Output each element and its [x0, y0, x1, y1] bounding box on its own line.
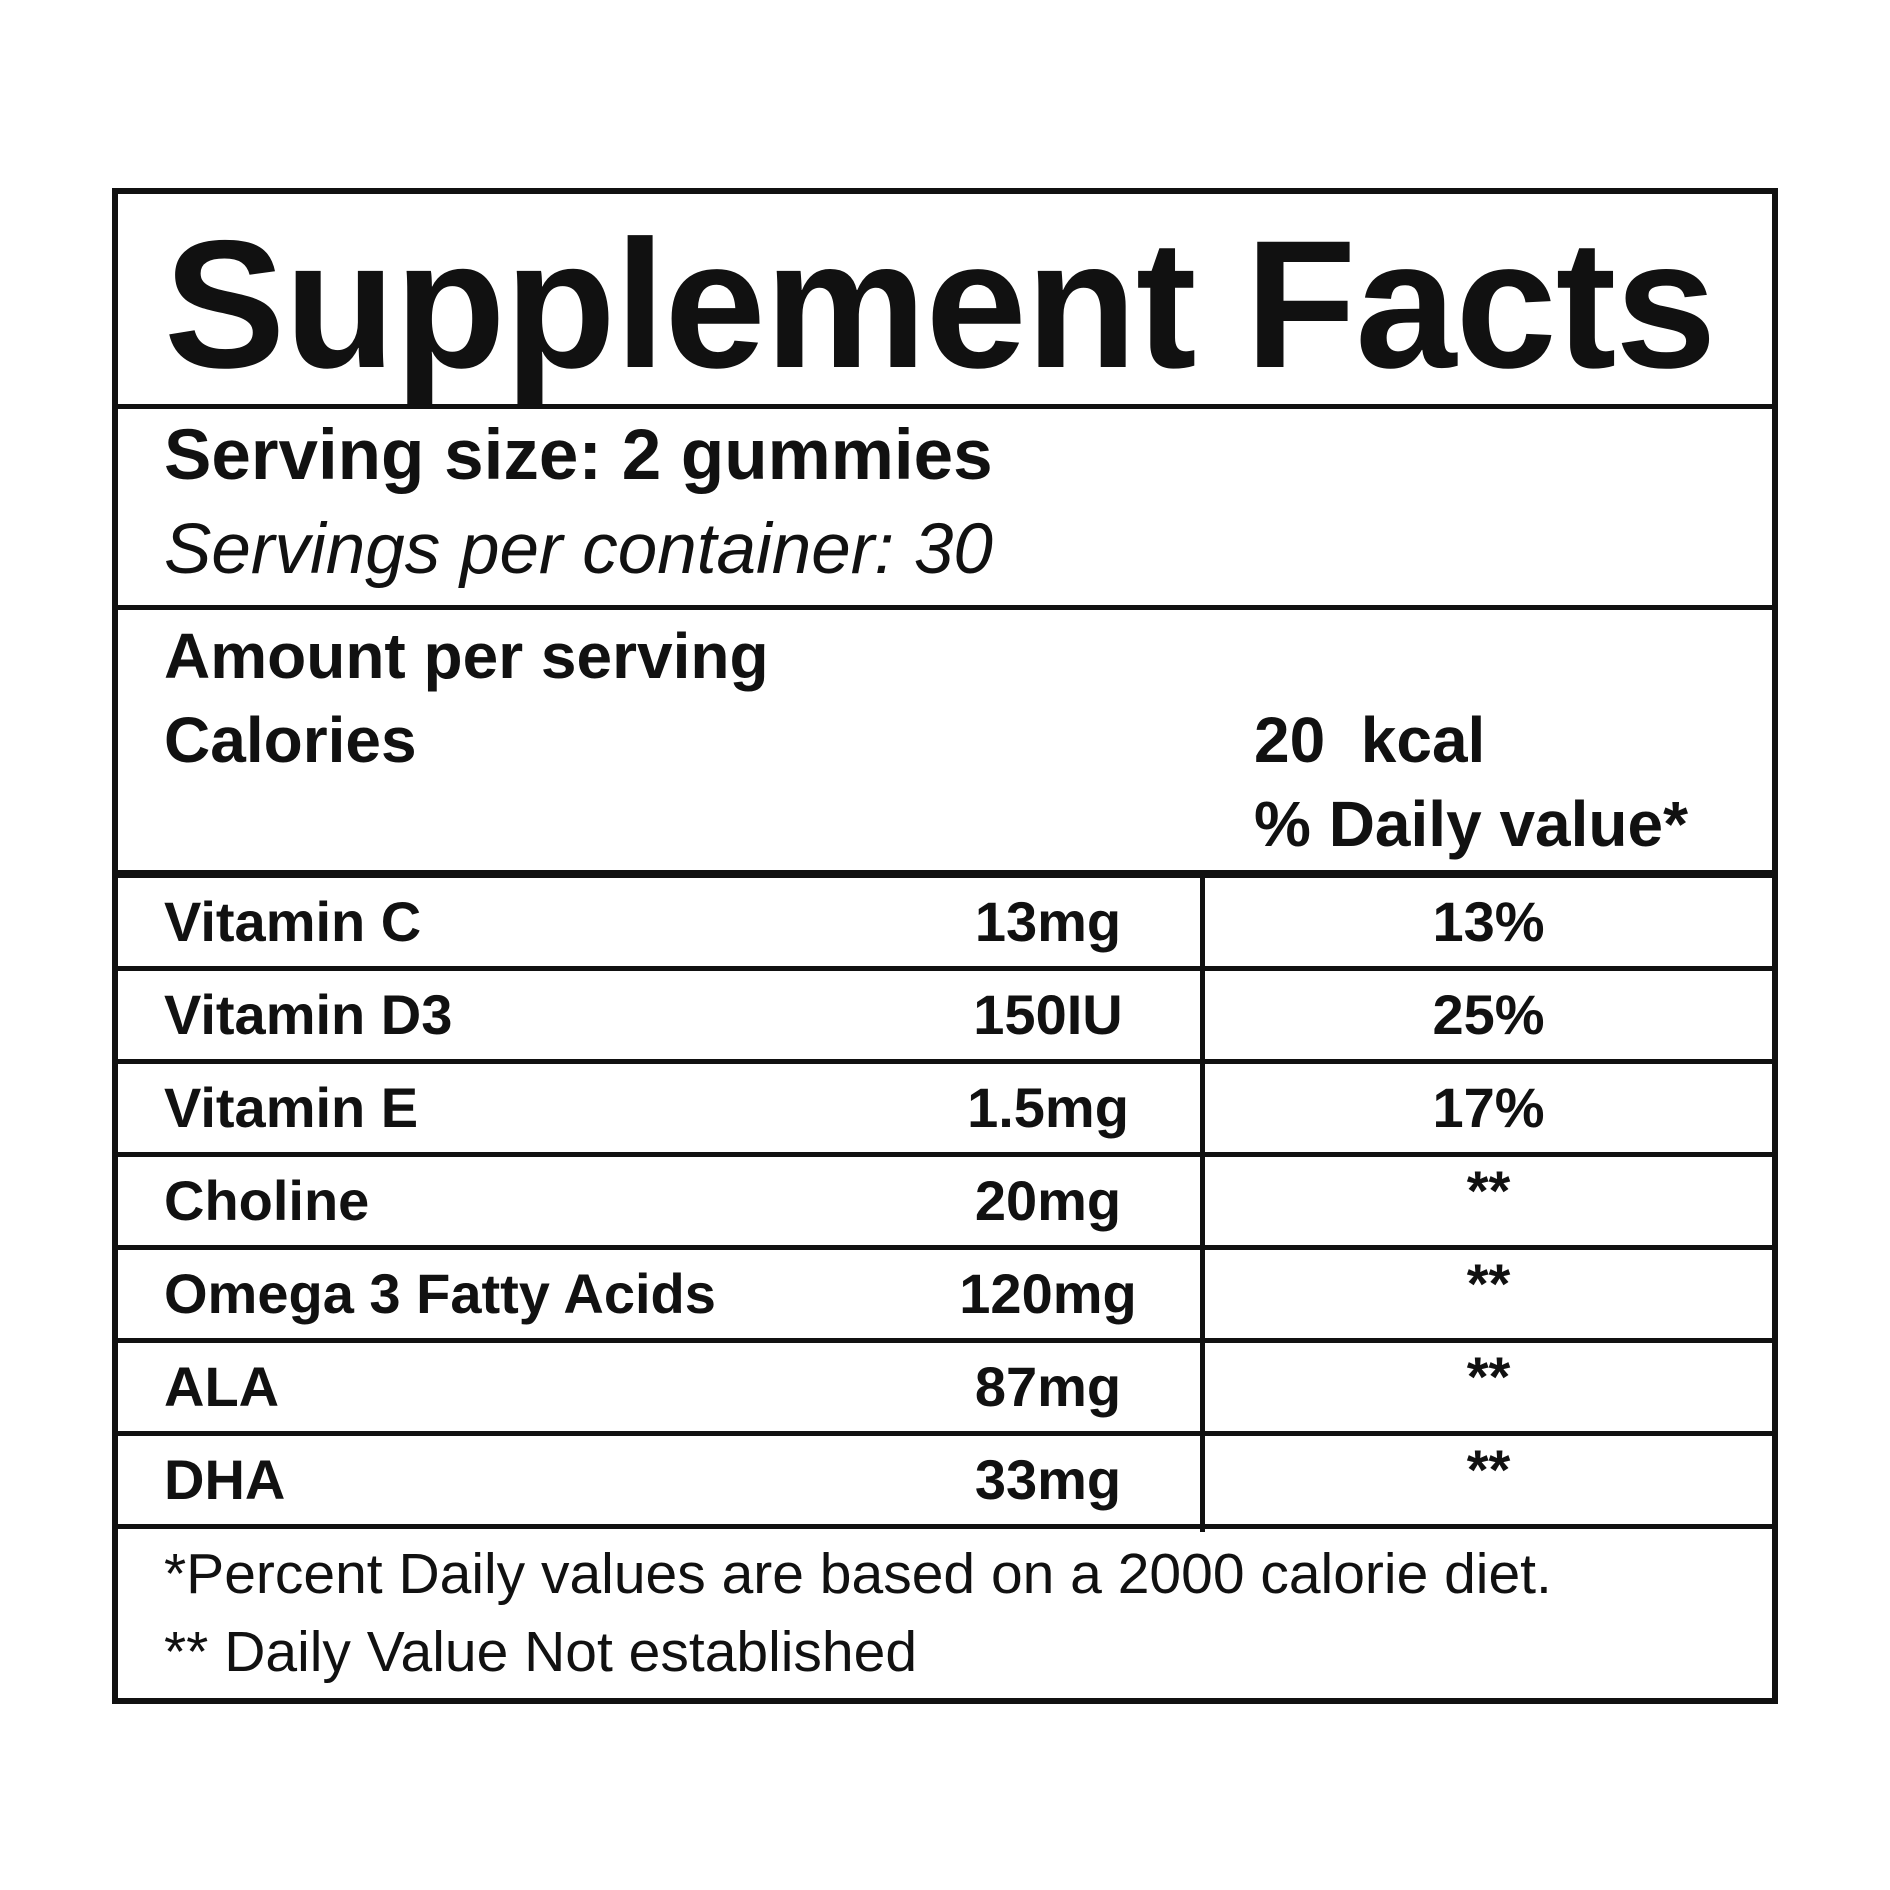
nutrient-daily-value: 17% — [1432, 1076, 1545, 1139]
nutrient-amount: 20mg — [974, 1169, 1122, 1232]
nutrient-row: Omega 3 Fatty Acids 120mg ** — [118, 1250, 1772, 1343]
nutrient-name: DHA — [164, 1448, 286, 1511]
servings-per-container: Servings per container: 30 — [164, 510, 993, 589]
nutrient-amount: 87mg — [974, 1355, 1122, 1418]
footnotes: *Percent Daily values are based on a 200… — [118, 1532, 1772, 1698]
serving-section: Serving size: 2 gummies Servings per con… — [118, 409, 1772, 610]
title-section: Supplement Facts — [118, 194, 1772, 409]
amount-per-serving-heading: Amount per serving — [164, 620, 769, 692]
nutrient-amount: 1.5mg — [967, 1076, 1129, 1139]
nutrient-row: DHA 33mg ** — [118, 1436, 1772, 1529]
nutrient-row: Vitamin D3 150IU 25% — [118, 971, 1772, 1064]
nutrient-name: ALA — [164, 1355, 280, 1418]
footnote-percent-daily: *Percent Daily values are based on a 200… — [164, 1542, 1552, 1606]
serving-size: Serving size: 2 gummies — [164, 416, 993, 495]
calories-value: 20 kcal — [1254, 704, 1486, 776]
nutrient-row: Choline 20mg ** — [118, 1157, 1772, 1250]
calories-label: Calories — [164, 704, 417, 776]
nutrient-daily-value: 13% — [1432, 890, 1545, 953]
footnote-not-established: ** Daily Value Not established — [164, 1620, 918, 1684]
nutrient-daily-value: ** — [1466, 1345, 1511, 1408]
nutrient-table: Vitamin C 13mg 13% Vitamin D3 150IU 25% … — [118, 878, 1772, 1532]
nutrient-amount: 13mg — [974, 890, 1122, 953]
nutrient-name: Vitamin D3 — [164, 983, 453, 1046]
nutrient-amount: 150IU — [973, 983, 1123, 1046]
nutrient-daily-value: ** — [1466, 1252, 1511, 1315]
nutrient-amount: 33mg — [974, 1448, 1122, 1511]
supplement-facts-panel: Supplement Facts Serving size: 2 gummies… — [112, 188, 1778, 1704]
nutrient-row: ALA 87mg ** — [118, 1343, 1772, 1436]
nutrient-row: Vitamin C 13mg 13% — [118, 878, 1772, 971]
nutrient-name: Vitamin C — [164, 890, 422, 953]
nutrient-name: Omega 3 Fatty Acids — [164, 1262, 716, 1325]
amount-section: Amount per serving Calories 20 kcal % Da… — [118, 610, 1772, 878]
panel-title: Supplement Facts — [164, 202, 1717, 406]
nutrient-daily-value: 25% — [1432, 983, 1545, 1046]
daily-value-heading: % Daily value* — [1254, 788, 1688, 860]
nutrient-amount: 120mg — [959, 1262, 1137, 1325]
column-divider — [1200, 878, 1205, 1532]
nutrient-daily-value: ** — [1466, 1159, 1511, 1222]
nutrient-daily-value: ** — [1466, 1438, 1511, 1501]
nutrient-name: Choline — [164, 1169, 370, 1232]
nutrient-name: Vitamin E — [164, 1076, 419, 1139]
nutrient-row: Vitamin E 1.5mg 17% — [118, 1064, 1772, 1157]
